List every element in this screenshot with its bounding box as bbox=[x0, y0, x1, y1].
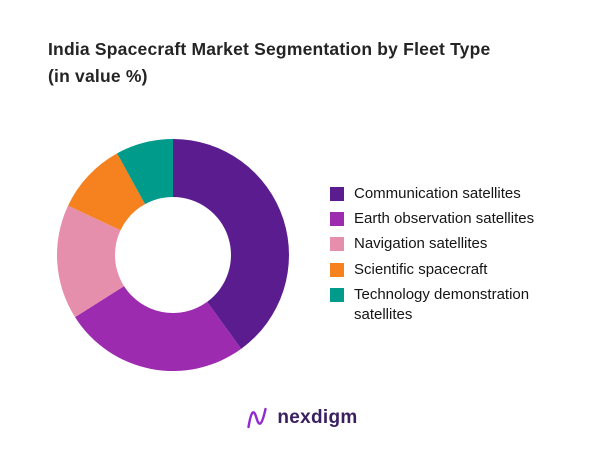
legend-swatch bbox=[330, 287, 344, 302]
chart-title: India Spacecraft Market Segmentation by … bbox=[48, 36, 554, 90]
donut-segment-1 bbox=[75, 285, 242, 371]
donut-segment-4 bbox=[117, 138, 173, 204]
legend-label: Communication satellites bbox=[354, 184, 521, 202]
legend-swatch bbox=[330, 262, 344, 277]
legend-item-3: Scientific spacecraft bbox=[330, 260, 586, 280]
legend-label: Earth observation satellites bbox=[354, 210, 535, 228]
chart-title-line2: (in value %) bbox=[48, 66, 148, 87]
legend-label: Technology demonstration satellites bbox=[354, 285, 530, 324]
donut-segment-0 bbox=[173, 138, 290, 349]
donut-segment-3 bbox=[68, 152, 146, 230]
legend-item-2: Navigation satellites bbox=[330, 234, 586, 254]
nexdigm-wave-icon bbox=[247, 407, 268, 429]
nexdigm-logo: nexdigm bbox=[244, 405, 357, 431]
chart-area: Communication satellites Earth observatio… bbox=[42, 104, 602, 405]
legend-item-1: Earth observation satellites bbox=[330, 209, 586, 229]
legend-item-4: Technology demonstration satellites bbox=[330, 285, 586, 326]
legend-swatch bbox=[330, 186, 344, 201]
legend-item-0: Communication satellites bbox=[330, 184, 586, 204]
logo-text: nexdigm bbox=[277, 407, 358, 428]
legend-swatch bbox=[330, 212, 344, 227]
legend-label: Navigation satellites bbox=[354, 235, 488, 253]
chart-title-line1: India Spacecraft Market Segmentation by … bbox=[48, 39, 491, 59]
legend: Communication satellites Earth observatio… bbox=[330, 184, 586, 326]
donut-segment-2 bbox=[56, 205, 125, 317]
donut-chart bbox=[56, 138, 290, 371]
legend-swatch bbox=[330, 237, 344, 252]
legend-label: Scientific spacecraft bbox=[354, 260, 488, 278]
